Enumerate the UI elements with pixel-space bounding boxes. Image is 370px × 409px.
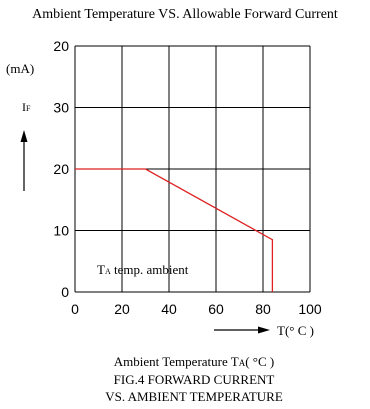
y-tick-label: 30 bbox=[53, 100, 69, 116]
caption-line-1-main: Ambient Temperature T bbox=[114, 354, 239, 369]
y-axis-label: IF bbox=[22, 100, 31, 114]
y-tick-label: 10 bbox=[53, 223, 69, 239]
y-tick-label: 0 bbox=[61, 284, 69, 300]
y-tick-label: 20 bbox=[53, 38, 69, 54]
x-axis-arrow bbox=[214, 326, 270, 334]
annotation-main: T bbox=[97, 262, 105, 277]
y-unit-label: (mA) bbox=[6, 61, 34, 76]
caption-line-1-sub: A bbox=[239, 358, 246, 368]
y-tick-labels: 0 10 20 30 20 bbox=[53, 38, 69, 300]
y-axis-label-main: I bbox=[22, 100, 26, 114]
caption-line-1-rest: ( °C ) bbox=[245, 354, 274, 369]
y-axis-label-sub: F bbox=[26, 104, 31, 113]
series-line bbox=[75, 168, 274, 292]
annotation-rest: temp. ambient bbox=[111, 262, 189, 277]
x-tick-labels: 0 20 40 60 80 100 bbox=[71, 301, 322, 317]
x-tick-label: 40 bbox=[161, 301, 177, 317]
y-tick-label: 20 bbox=[53, 161, 69, 177]
series-group bbox=[75, 168, 274, 292]
annotation-label: TA temp. ambient bbox=[97, 262, 189, 277]
caption-line-2: FIG.4 FORWARD CURRENT bbox=[114, 372, 275, 387]
x-axis-label: T(° C ) bbox=[277, 323, 314, 338]
caption-line-3: VS. AMBIENT TEMPERATURE bbox=[105, 389, 283, 404]
annotation-sub: A bbox=[105, 267, 111, 276]
y-axis-arrow bbox=[20, 130, 28, 191]
x-tick-label: 80 bbox=[255, 301, 271, 317]
x-tick-label: 0 bbox=[71, 301, 79, 317]
x-tick-label: 20 bbox=[114, 301, 130, 317]
x-tick-label: 60 bbox=[208, 301, 224, 317]
x-tick-label: 100 bbox=[298, 301, 322, 317]
grid-lines bbox=[74, 45, 311, 293]
caption-line-1: Ambient Temperature TA( °C ) bbox=[114, 354, 275, 369]
chart-title: Ambient Temperature VS. Allowable Forwar… bbox=[32, 7, 338, 22]
